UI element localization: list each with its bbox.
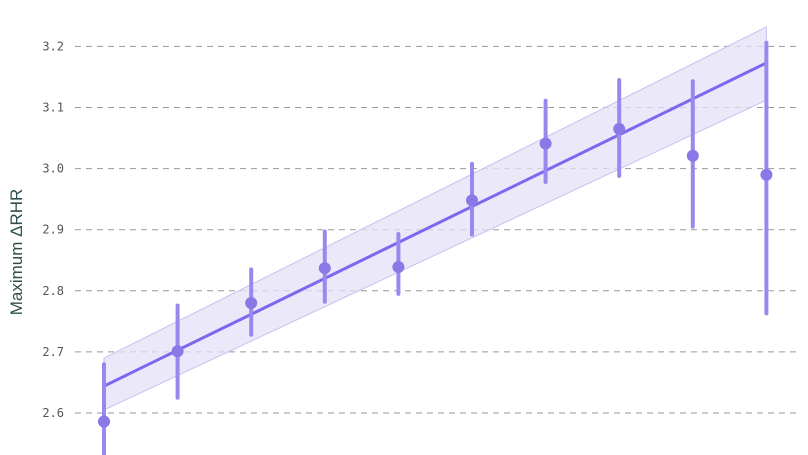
data-point (392, 260, 405, 273)
y-tick-label: 2.7 (42, 345, 64, 359)
y-tick-label: 2.6 (42, 406, 64, 420)
fit-line-layer (102, 61, 768, 388)
confidence-band (103, 26, 767, 411)
data-point (171, 345, 184, 358)
data-point (245, 297, 258, 310)
confidence-band-layer (103, 26, 767, 411)
y-tick-label: 2.9 (42, 223, 64, 237)
data-point-layer (98, 122, 773, 428)
y-tick-label: 3.2 (42, 39, 64, 53)
y-tick-label: 2.8 (42, 284, 64, 298)
y-tick-label: 3.1 (42, 101, 64, 115)
fit-line (102, 61, 768, 388)
data-point (98, 415, 110, 428)
data-point (539, 137, 552, 150)
data-point (318, 262, 331, 275)
data-point (613, 122, 626, 135)
y-tick-label: 3.0 (42, 162, 64, 176)
data-point (466, 194, 478, 207)
data-point (760, 168, 773, 181)
y-axis-label: Maximum ΔRHR (7, 189, 26, 316)
data-point (686, 149, 699, 162)
y-tick-label-layer: 2.6 2.7 2.8 2.9 3.0 3.1 3.2 (42, 39, 64, 420)
